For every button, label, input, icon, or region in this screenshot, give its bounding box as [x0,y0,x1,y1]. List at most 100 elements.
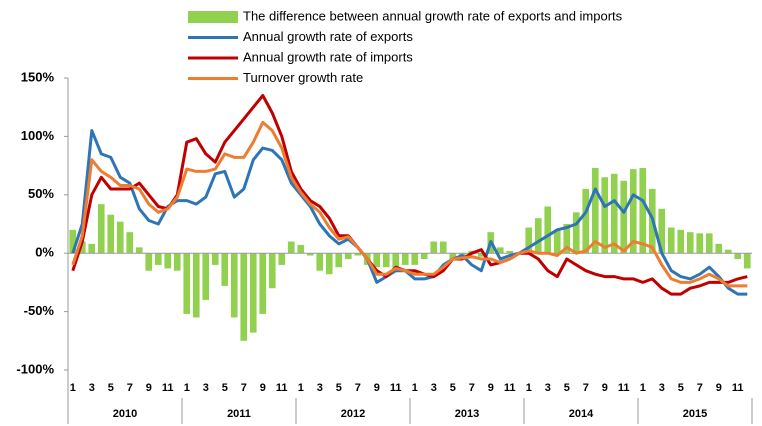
bar [715,243,723,254]
bar [639,167,647,254]
bar [88,243,96,254]
x-tick-label: 1 [526,382,532,394]
bar [629,169,637,254]
bar [126,232,134,254]
x-tick-label: 5 [108,382,114,394]
bar [173,253,181,271]
bar [667,227,675,254]
bar [401,253,409,265]
x-tick-label: 9 [374,382,380,394]
bar [211,253,219,265]
bar [563,224,571,254]
y-tick-label: -50% [24,303,55,318]
bar [268,253,276,289]
x-tick-label: 11 [390,382,402,394]
x-tick-label: 1 [640,382,646,394]
bar [107,214,115,254]
x-tick-label: 11 [276,382,288,394]
y-tick-label: 150% [21,69,55,84]
y-tick-label: 50% [28,186,54,201]
bar [78,241,86,254]
x-tick-label: 9 [488,382,494,394]
legend-swatch [188,11,238,23]
bar [325,253,333,275]
bar [230,253,238,318]
x-tick-label: 9 [716,382,722,394]
bar [686,232,694,254]
bar [743,253,751,269]
bar [145,253,153,271]
y-tick-label: 100% [21,128,55,143]
x-tick-label: 7 [583,382,589,394]
bar [544,206,552,254]
bar [221,253,229,286]
x-tick-label: 11 [732,382,744,394]
bar [553,229,561,254]
bar [154,253,162,265]
bar [259,253,267,314]
bar [610,173,618,254]
bar [449,253,457,260]
legend-label: The difference between annual growth rat… [243,8,623,23]
bar [382,253,390,268]
bar [297,245,305,254]
legend-label: Annual growth rate of imports [243,49,413,64]
x-tick-label: 5 [678,382,684,394]
bar [496,247,504,254]
x-tick-label: 9 [260,382,266,394]
bar [183,253,191,314]
bar [202,253,210,300]
bar [69,229,77,254]
x-tick-label: 7 [355,382,361,394]
bar [696,233,704,254]
group-label: 2011 [227,408,251,420]
bar [620,180,628,254]
bar [601,177,609,254]
bar [249,253,257,333]
bar [705,233,713,254]
bar [572,212,580,254]
bar [192,253,200,318]
x-tick-label: 1 [298,382,304,394]
bar [164,253,172,269]
x-tick-label: 5 [336,382,342,394]
x-tick-label: 3 [431,382,437,394]
bar [316,253,324,271]
x-tick-label: 5 [564,382,570,394]
x-tick-label: 7 [469,382,475,394]
legend-label: Turnover growth rate [243,70,363,85]
x-tick-label: 9 [146,382,152,394]
bar [306,253,314,256]
bar [724,249,732,254]
bar [392,253,400,271]
bar [658,208,666,254]
x-tick-label: 3 [89,382,95,394]
x-tick-label: 5 [222,382,228,394]
x-tick-label: 3 [203,382,209,394]
y-tick-label: -100% [16,361,54,376]
line [71,129,748,296]
bar [240,253,248,341]
bar [354,253,362,256]
bar [477,253,485,257]
group-label: 2013 [455,408,479,420]
bar [116,221,124,254]
bar [335,253,343,268]
x-tick-label: 7 [127,382,133,394]
bar [135,247,143,254]
x-tick-label: 1 [412,382,418,394]
bar [506,250,514,254]
x-tick-label: 7 [697,382,703,394]
bar [278,253,286,265]
x-tick-label: 9 [602,382,608,394]
bar [430,241,438,254]
bar [97,204,105,254]
bar [534,218,542,254]
legend-label: Annual growth rate of exports [243,29,413,44]
x-tick-label: 7 [241,382,247,394]
bar [287,241,295,254]
x-tick-label: 3 [545,382,551,394]
x-tick-label: 3 [317,382,323,394]
group-label: 2015 [683,408,707,420]
